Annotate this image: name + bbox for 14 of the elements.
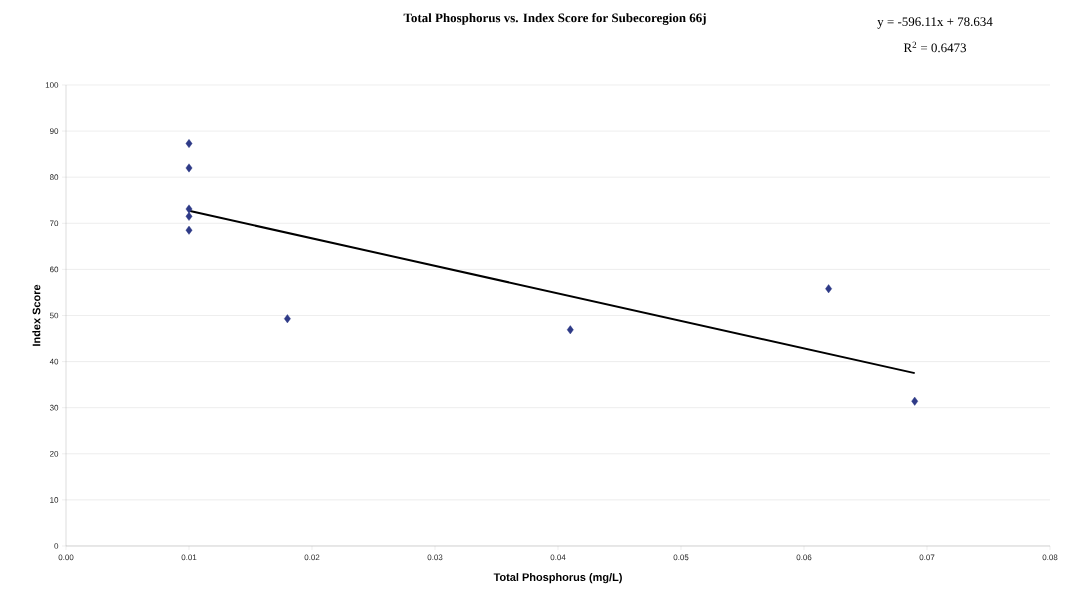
point bbox=[185, 225, 193, 235]
point bbox=[566, 325, 574, 335]
x-axis-title: Total Phosphorus (mg/L) bbox=[493, 572, 622, 584]
point bbox=[911, 396, 919, 406]
point bbox=[185, 204, 193, 214]
point bbox=[185, 211, 193, 221]
point bbox=[185, 139, 193, 148]
point bbox=[284, 314, 291, 324]
point bbox=[185, 163, 193, 173]
point bbox=[825, 284, 832, 294]
chart-title: Total Phosphorus vs. Index Score for Subecoregion 66j bbox=[403, 12, 706, 25]
text: y = -596.11x + 78.634 bbox=[877, 17, 993, 29]
y-axis-title: Index Score bbox=[32, 284, 41, 346]
text: R$^{2}$ = 0.6473 bbox=[903, 41, 967, 53]
